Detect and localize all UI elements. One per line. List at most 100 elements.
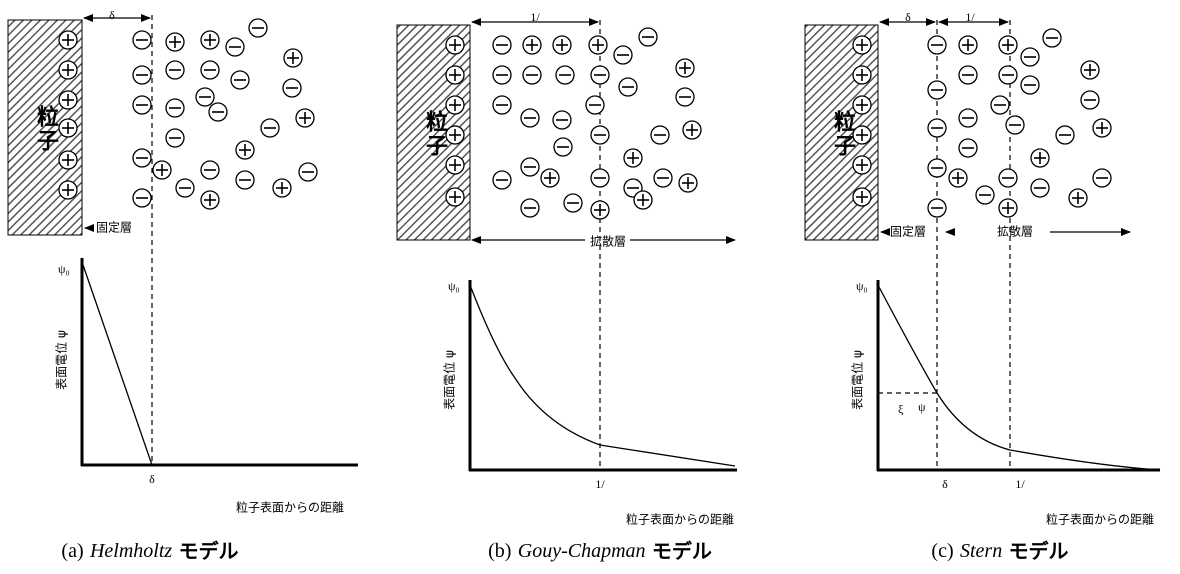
anion bbox=[976, 186, 994, 204]
delta-axis-label: δ bbox=[149, 472, 155, 486]
cation bbox=[59, 119, 77, 137]
cation bbox=[59, 91, 77, 109]
x-axis-label: 粒子表面からの距離 bbox=[236, 500, 344, 515]
cation bbox=[59, 151, 77, 169]
anion bbox=[196, 88, 214, 106]
cation bbox=[446, 126, 464, 144]
panel-c: 粒子 δ 1/ 固定層 拡散層 ψ₀ 表面電位 ψ ξ ψ δ 1/ 粒子表面か… bbox=[805, 10, 1160, 563]
layer-label: 拡散層 bbox=[997, 224, 1033, 239]
layer-label: 固定層 bbox=[890, 224, 926, 239]
anion bbox=[651, 126, 669, 144]
cation bbox=[59, 31, 77, 49]
cation bbox=[541, 169, 559, 187]
anion bbox=[493, 171, 511, 189]
caption-label: (c) bbox=[931, 540, 953, 562]
anion bbox=[166, 61, 184, 79]
cation bbox=[446, 156, 464, 174]
anion bbox=[999, 66, 1017, 84]
cation bbox=[683, 121, 701, 139]
cation bbox=[201, 191, 219, 209]
anion bbox=[591, 169, 609, 187]
cation bbox=[59, 61, 77, 79]
cation bbox=[166, 33, 184, 51]
anion bbox=[201, 161, 219, 179]
cation bbox=[523, 36, 541, 54]
anion bbox=[523, 66, 541, 84]
anion bbox=[928, 159, 946, 177]
anion bbox=[133, 31, 151, 49]
anion bbox=[521, 109, 539, 127]
cation bbox=[591, 201, 609, 219]
anion bbox=[493, 36, 511, 54]
anion bbox=[614, 46, 632, 64]
cation bbox=[1069, 189, 1087, 207]
delta-label: δ bbox=[109, 8, 115, 22]
potential-curve bbox=[470, 285, 735, 466]
particle-label: 粒子 bbox=[830, 109, 856, 158]
x-axis-label: 粒子表面からの距離 bbox=[626, 512, 734, 527]
delta-axis-label: δ bbox=[942, 477, 948, 491]
anion bbox=[249, 19, 267, 37]
anion bbox=[493, 66, 511, 84]
cation bbox=[634, 191, 652, 209]
anion bbox=[554, 138, 572, 156]
cation bbox=[1081, 61, 1099, 79]
anion bbox=[959, 66, 977, 84]
diagram: 粒子 δ 固定層 ψ₀ 表面電位 ψ δ 粒子表面からの距離 (a) Helmh… bbox=[0, 0, 1180, 574]
anion bbox=[261, 119, 279, 137]
caption-suffix: モデル bbox=[652, 539, 712, 563]
cation bbox=[59, 181, 77, 199]
anion bbox=[283, 79, 301, 97]
anion bbox=[619, 78, 637, 96]
anion bbox=[1021, 76, 1039, 94]
cation bbox=[1031, 149, 1049, 167]
caption: (a) Helmholtz モデル bbox=[61, 539, 238, 563]
y-axis-label: 表面電位 ψ bbox=[850, 350, 865, 410]
particle-label: 粒子 bbox=[422, 109, 448, 158]
layer-label: 固定層 bbox=[96, 220, 132, 235]
cation bbox=[999, 199, 1017, 217]
caption-name: Gouy-Chapman bbox=[518, 540, 646, 562]
debye-label: 1/ bbox=[965, 10, 975, 24]
anion bbox=[133, 149, 151, 167]
anion bbox=[493, 96, 511, 114]
delta-label: δ bbox=[905, 10, 911, 24]
y-axis-label: 表面電位 ψ bbox=[442, 350, 457, 410]
zeta-label: ξ bbox=[898, 402, 904, 416]
caption: (c) Stern モデル bbox=[931, 539, 1068, 563]
layer-label: 拡散層 bbox=[590, 234, 626, 249]
debye-label: 1/ bbox=[530, 10, 540, 24]
cation bbox=[273, 179, 291, 197]
cation bbox=[853, 36, 871, 54]
anion bbox=[959, 139, 977, 157]
anion bbox=[1056, 126, 1074, 144]
anion bbox=[209, 103, 227, 121]
anion bbox=[676, 88, 694, 106]
caption-suffix: モデル bbox=[179, 539, 239, 563]
cation bbox=[236, 141, 254, 159]
potential-curve bbox=[878, 285, 1160, 470]
cation bbox=[853, 188, 871, 206]
cation bbox=[949, 169, 967, 187]
panel-a: 粒子 δ 固定層 ψ₀ 表面電位 ψ δ 粒子表面からの距離 (a) Helmh… bbox=[8, 8, 358, 563]
anion bbox=[564, 194, 582, 212]
cation bbox=[853, 126, 871, 144]
anion bbox=[176, 179, 194, 197]
anion bbox=[639, 28, 657, 46]
ions bbox=[59, 19, 1111, 219]
anion bbox=[1081, 91, 1099, 109]
anion bbox=[991, 96, 1009, 114]
anion bbox=[166, 99, 184, 117]
cation bbox=[446, 36, 464, 54]
cation bbox=[201, 31, 219, 49]
cation bbox=[853, 66, 871, 84]
anion bbox=[999, 169, 1017, 187]
cation bbox=[624, 149, 642, 167]
anion bbox=[556, 66, 574, 84]
x-axis-label: 粒子表面からの距離 bbox=[1046, 512, 1154, 527]
psi0-label: ψ₀ bbox=[58, 262, 70, 276]
particle-label: 粒子 bbox=[33, 104, 59, 153]
cation bbox=[553, 36, 571, 54]
anion bbox=[1031, 179, 1049, 197]
caption-label: (b) bbox=[488, 540, 511, 562]
